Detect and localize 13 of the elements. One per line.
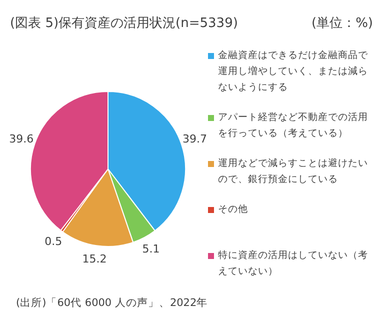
chart-title: (図表 5)保有資産の活用状況(n=5339) — [10, 15, 238, 32]
data-label: 15.2 — [82, 252, 107, 266]
data-label: 0.5 — [44, 235, 62, 248]
data-label: 39.6 — [9, 132, 34, 146]
text: (出所)「60代 6000 人の声」、2022年 — [16, 296, 208, 310]
legend-label: その他 — [218, 203, 248, 217]
legend-label: 特に資産の活用はしていない（考えていない） — [218, 249, 369, 279]
legend-label: 金融資産はできるだけ金融商品で運用し増やしていく、または減らないようにする — [218, 49, 369, 95]
chart-subtitle: (単位：%) — [312, 15, 373, 32]
legend-label: 運用などで減らすことは避けたいので、銀行預金にしている — [218, 157, 369, 187]
data-label: 39.7 — [182, 132, 207, 146]
legend-label: アパート経営など不動産での活用を行っている（考えている） — [218, 111, 369, 141]
data-label: 5.1 — [142, 242, 160, 256]
